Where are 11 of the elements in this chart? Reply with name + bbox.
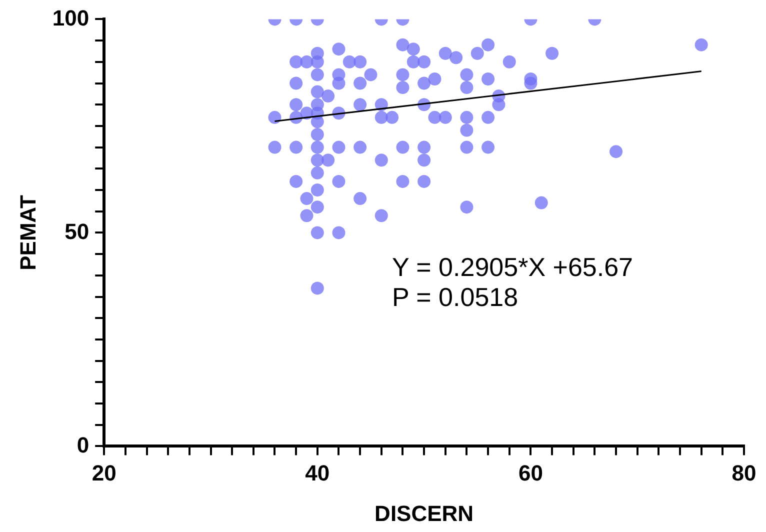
annotation: Y = 0.2905*X +65.67 (392, 252, 634, 282)
x-tick-label: 20 (92, 460, 116, 486)
y-tick-label: 0 (76, 432, 90, 458)
x-tick-label: 60 (518, 460, 543, 486)
x-tick-label: 80 (732, 460, 756, 486)
x-tick-label: 40 (305, 460, 330, 486)
annotation: P = 0.0518 (392, 282, 518, 312)
y-tick-label: 100 (52, 5, 90, 30)
y-axis-title: PEMAT (15, 194, 40, 270)
y-tick-label: 50 (64, 218, 90, 244)
x-axis-title: DISCERN (374, 500, 474, 526)
